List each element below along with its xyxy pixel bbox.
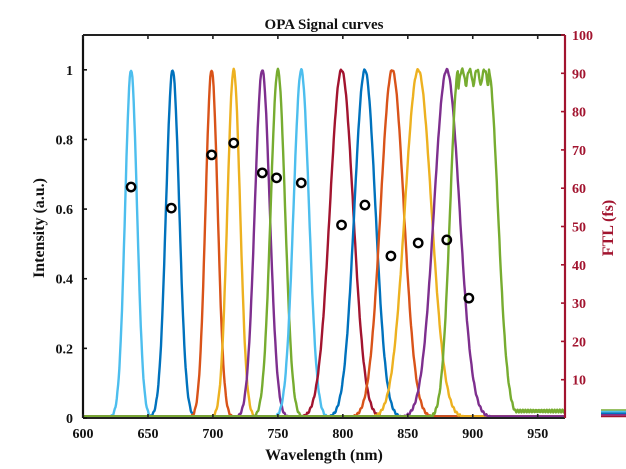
- ftl-point-12: [463, 292, 475, 304]
- x-tick-labels: 600 650 700 750 800 850 900 950: [73, 427, 549, 442]
- y-tick-label-3: 0.6: [56, 203, 74, 218]
- x-tick-label-850: 850: [397, 427, 418, 442]
- ftl-point-11: [441, 234, 453, 246]
- right-y-tick-label-10: 10: [572, 374, 586, 389]
- right-y-tick-label-90: 90: [572, 67, 586, 82]
- ftl-point-0: [125, 181, 137, 193]
- y-tick-labels: 0 0.2 0.4 0.6 0.8 1: [56, 64, 74, 427]
- y-tick-label-4: 0.8: [56, 133, 74, 148]
- ftl-point-8: [359, 199, 371, 211]
- ftl-point-5: [271, 172, 282, 184]
- right-y-tick-label-40: 40: [572, 259, 586, 274]
- right-y-tick-label-70: 70: [572, 144, 586, 159]
- x-tick-label-950: 950: [527, 427, 548, 442]
- y-tick-label-0: 0: [66, 412, 73, 427]
- right-y-tick-label-60: 60: [572, 182, 586, 197]
- right-y-tick-label-50: 50: [572, 221, 586, 236]
- x-axis-label: Wavelength (nm): [265, 447, 383, 464]
- right-y-tick-label-80: 80: [572, 106, 586, 121]
- axes: [81, 34, 567, 419]
- ftl-point-4: [256, 167, 268, 179]
- y-axis-label: Intensity (a.u.): [31, 178, 48, 278]
- right-y-tick-labels: 10 20 30 40 50 60 70 80 90 100: [572, 29, 593, 389]
- right-y-axis-label: FTL (fs): [600, 200, 617, 256]
- ftl-point-9: [385, 250, 397, 262]
- y-tick-label-2: 0.4: [56, 273, 74, 288]
- x-tick-label-700: 700: [202, 427, 223, 442]
- right-y-tick-label-20: 20: [572, 335, 586, 350]
- right-y-tick-label-100: 100: [572, 29, 593, 44]
- chart-title: OPA Signal curves: [265, 17, 384, 33]
- x-tick-label-600: 600: [73, 427, 94, 442]
- ftl-point-6: [295, 177, 307, 189]
- ftl-points-layer: [125, 137, 475, 304]
- x-tick-label-650: 650: [137, 427, 158, 442]
- x-tick-label-900: 900: [462, 427, 483, 442]
- right-y-tick-label-30: 30: [572, 297, 586, 312]
- y-tick-label-1: 0.2: [56, 342, 74, 357]
- x-tick-label-750: 750: [267, 427, 288, 442]
- ftl-point-3: [228, 137, 240, 149]
- ftl-point-2: [206, 149, 218, 161]
- ftl-point-10: [412, 237, 424, 249]
- series-line-signal-898nm: [83, 67, 565, 418]
- series-layer: [83, 67, 565, 418]
- x-tick-label-800: 800: [332, 427, 353, 442]
- legend-artifact-strip: [601, 409, 626, 418]
- y-tick-label-5: 1: [66, 64, 73, 79]
- ftl-point-7: [336, 219, 347, 231]
- ftl-point-1: [165, 202, 177, 214]
